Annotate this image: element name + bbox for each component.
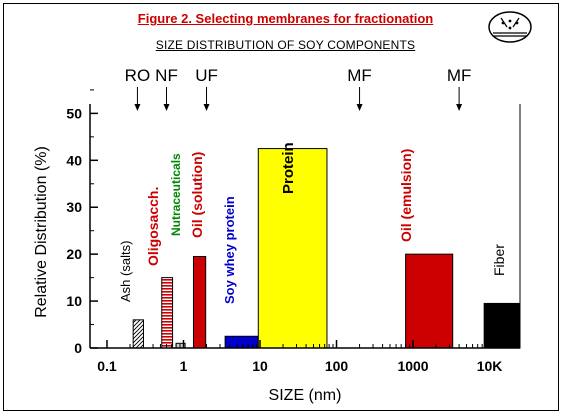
membrane-label-nf: NF (155, 66, 178, 85)
membrane-arrow-head (203, 104, 210, 111)
series-label-4: Oil (solution) (189, 152, 205, 238)
x-tick-label: 1000 (397, 358, 428, 374)
membrane-arrow-head (134, 104, 141, 111)
series-label-6: Protein (280, 142, 297, 194)
series-label-8: Fiber (491, 244, 507, 276)
series-label-1: Ash (salts) (118, 241, 133, 302)
logo-icon (488, 11, 532, 43)
bar-7 (405, 253, 454, 349)
y-tick-label: 30 (66, 199, 82, 215)
bar-6 (257, 148, 328, 349)
y-tick-label: 50 (66, 105, 82, 121)
figure-frame (3, 3, 559, 411)
figure-title: Figure 2. Selecting membranes for fracti… (137, 11, 434, 26)
series-label-2: Oligosacch. (145, 187, 161, 266)
series-label-3: Nutraceuticals (169, 153, 183, 236)
y-axis-label: Relative Distribution (%) (33, 146, 50, 318)
x-tick-label: 10K (477, 358, 503, 374)
bar-2 (161, 277, 174, 349)
membrane-label-mf: MF (447, 66, 472, 85)
y-tick-label: 20 (66, 246, 82, 262)
x-tick-label: 10 (252, 358, 268, 374)
x-tick-label: 0.1 (97, 358, 117, 374)
y-tick-label: 0 (74, 340, 82, 356)
bar-4 (192, 256, 207, 349)
membrane-markers: RO NF UF MF MF (125, 66, 472, 111)
bar-5 (224, 335, 259, 349)
membrane-label-ro: RO (125, 66, 151, 85)
y-tick-label: 40 (66, 152, 82, 168)
x-tick-label: 1 (180, 358, 188, 374)
x-axis-label: SIZE (nm) (269, 387, 342, 404)
y-tick-label: 10 (66, 293, 82, 309)
figure-subtitle: SIZE DISTRIBUTION OF SOY COMPONENTS (155, 38, 416, 52)
membrane-arrow-head (456, 104, 463, 111)
series-label-5: Soy whey protein (222, 196, 237, 304)
membrane-label-uf: UF (195, 66, 218, 85)
membrane-arrow-head (356, 104, 363, 111)
bar-1 (132, 319, 144, 349)
x-tick-label: 100 (325, 358, 349, 374)
plot-area: Ash (salts) Oligosacch. Nutraceuticals Oil … (33, 89, 521, 404)
membrane-arrow-head (163, 104, 170, 111)
series-label-7: Oil (emulsion) (398, 149, 414, 242)
membrane-label-mf: MF (347, 66, 372, 85)
